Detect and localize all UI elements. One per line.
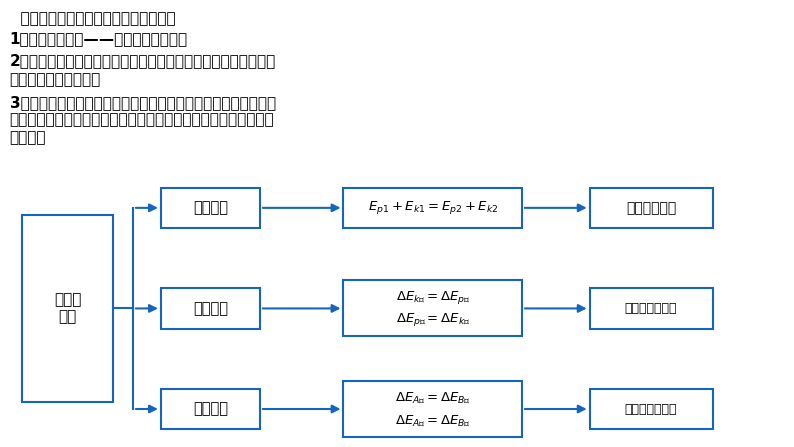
Text: 1、选取研究对象——物体系统或物体；: 1、选取研究对象——物体系统或物体； [10, 31, 187, 46]
Text: 2、根据研究对象所经历的物理过程，进行受力分析、做功分析，: 2、根据研究对象所经历的物理过程，进行受力分析、做功分析， [10, 54, 276, 69]
Text: 不用选零势能面: 不用选零势能面 [625, 302, 677, 315]
Text: $\Delta E_{k增} = \Delta E_{p减}$: $\Delta E_{k增} = \Delta E_{p减}$ [395, 289, 470, 306]
Text: $\Delta E_{A增} = \Delta E_{B减}$: $\Delta E_{A增} = \Delta E_{B减}$ [395, 413, 471, 428]
Text: 转化观点: 转化观点 [193, 301, 228, 316]
FancyBboxPatch shape [160, 188, 260, 228]
Text: 机械能
守恒: 机械能 守恒 [54, 292, 81, 325]
Text: 3、选取合适的零势能参考平面，确定研究对象在初、末状态的机: 3、选取合适的零势能参考平面，确定研究对象在初、末状态的机 [10, 95, 276, 110]
FancyBboxPatch shape [344, 381, 522, 437]
Text: 要选零势能面: 要选零势能面 [626, 201, 676, 215]
Text: $\Delta E_{A减} = \Delta E_{B增}$: $\Delta E_{A减} = \Delta E_{B增}$ [395, 390, 471, 405]
FancyBboxPatch shape [160, 389, 260, 429]
Text: 守恒观点: 守恒观点 [193, 200, 228, 215]
Text: 转移观点: 转移观点 [193, 401, 228, 417]
FancyBboxPatch shape [589, 389, 713, 429]
FancyBboxPatch shape [344, 281, 522, 337]
FancyBboxPatch shape [160, 288, 260, 329]
Text: $E_{p1} + E_{k1} = E_{p2} + E_{k2}$: $E_{p1} + E_{k1} = E_{p2} + E_{k2}$ [368, 199, 498, 216]
FancyBboxPatch shape [344, 188, 522, 228]
Text: 不用选零势能面: 不用选零势能面 [625, 402, 677, 416]
Text: 械能；如果利用转化观点或转移观点解决问题则不需要选零势能参: 械能；如果利用转化观点或转移观点解决问题则不需要选零势能参 [10, 113, 274, 128]
Text: 判断机械能是否守恒；: 判断机械能是否守恒； [10, 72, 101, 88]
Text: 应用机械能守恒定律解题的基本思路：: 应用机械能守恒定律解题的基本思路： [10, 11, 175, 26]
FancyBboxPatch shape [589, 288, 713, 329]
FancyBboxPatch shape [589, 188, 713, 228]
FancyBboxPatch shape [22, 215, 114, 402]
Text: $\Delta E_{p增} = \Delta E_{k减}$: $\Delta E_{p增} = \Delta E_{k减}$ [395, 311, 470, 328]
Text: 考平面；: 考平面； [10, 131, 46, 146]
